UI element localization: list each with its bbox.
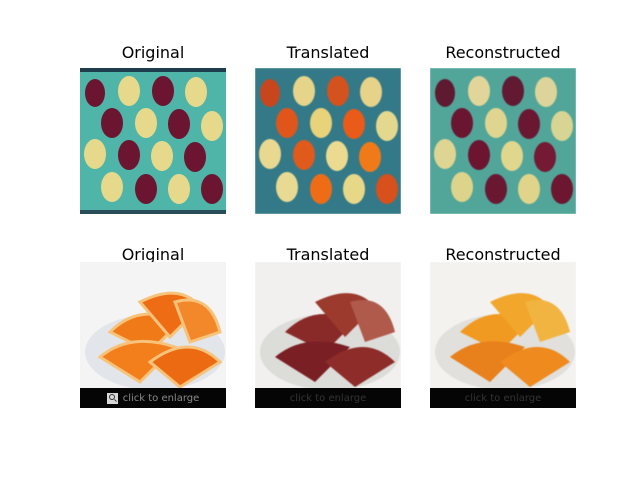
translated-orange-svg — [255, 262, 401, 408]
panel-title-reconstructed-1: Reconstructed — [445, 43, 561, 62]
original-orange-svg — [80, 262, 226, 408]
original-fruit-image — [80, 68, 226, 214]
overlay-caption-text-reconstructed: click to enlarge — [464, 392, 542, 404]
translated-fruit-svg — [255, 68, 401, 214]
reconstructed-fruit-svg — [430, 68, 576, 214]
panel-title-original-2: Original — [121, 245, 185, 264]
original-fruit-svg — [80, 68, 226, 214]
panel-title-reconstructed-2: Reconstructed — [445, 245, 561, 264]
reconstructed-fruit-image — [430, 68, 576, 214]
translated-fruit-image — [255, 68, 401, 214]
reconstructed-orange-svg — [430, 262, 576, 408]
panel-title-translated-1: Translated — [286, 43, 370, 62]
overlay-caption-bar-translated: click to enlarge — [255, 388, 401, 408]
translated-orange-image: click to enlarge — [255, 262, 401, 408]
original-orange-image: click to enlarge — [80, 262, 226, 408]
overlay-caption-text-translated: click to enlarge — [289, 392, 367, 404]
panel-title-original-1: Original — [121, 43, 185, 62]
overlay-caption-bar: click to enlarge — [80, 388, 226, 408]
magnifier-icon — [106, 392, 118, 404]
overlay-caption-bar-reconstructed: click to enlarge — [430, 388, 576, 408]
reconstructed-orange-image: click to enlarge — [430, 262, 576, 408]
overlay-caption-text: click to enlarge — [122, 392, 200, 404]
panel-title-translated-2: Translated — [286, 245, 370, 264]
